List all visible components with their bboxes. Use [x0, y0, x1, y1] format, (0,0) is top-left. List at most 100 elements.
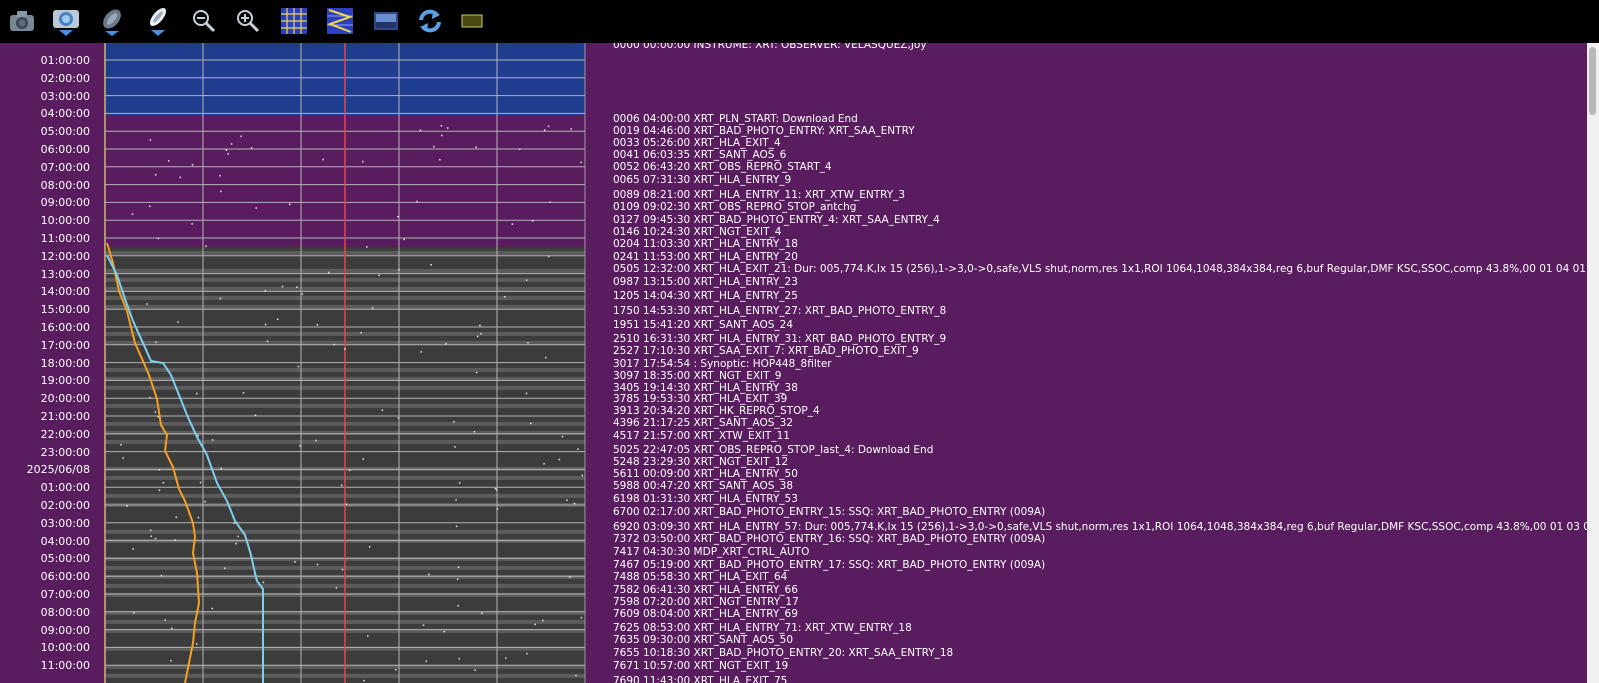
- satellite-button[interactable]: [96, 5, 128, 37]
- event-row: 7625 08:53:00 XRT_HLA_ENTRY_71: XRT_XTW_…: [613, 622, 912, 634]
- time-tick: 16:00:00: [40, 321, 90, 334]
- data-dot: [455, 525, 458, 528]
- event-row: 5611 00:09:00 XRT_HLA_ENTRY_50: [613, 468, 798, 480]
- zigzag-grid-button[interactable]: [324, 5, 356, 37]
- data-dot: [149, 397, 151, 399]
- event-row: 3405 19:14:30 XRT_HLA_ENTRY_38: [613, 382, 798, 394]
- capsule-download-button[interactable]: [142, 5, 174, 37]
- grid-button[interactable]: [278, 5, 310, 37]
- timeline-canvas[interactable]: [101, 43, 597, 683]
- data-dot: [348, 469, 351, 472]
- time-tick: 14:00:00: [40, 285, 90, 299]
- event-row: 1951 15:41:20 XRT_SANT_AOS_24: [613, 319, 794, 331]
- time-tick: 07:00:00: [40, 160, 90, 174]
- data-dot: [367, 635, 369, 637]
- data-dot: [225, 149, 228, 151]
- satellite-icon: [98, 6, 126, 36]
- content-area: 01:00:00 02:00:00 03:00:00 04:00:00 05:00:00…: [0, 43, 1599, 683]
- data-dot: [177, 321, 179, 323]
- event-row: 0987 13:15:00 XRT_HLA_ENTRY_23: [613, 276, 798, 288]
- data-dot: [315, 439, 317, 442]
- data-dot: [264, 323, 267, 326]
- event-row: 0127 09:45:30 XRT_BAD_PHOTO_ENTRY_4: XRT…: [613, 214, 940, 226]
- data-dot: [475, 371, 478, 374]
- data-dot: [296, 286, 298, 288]
- time-tick: 23:00:00: [40, 445, 90, 459]
- event-row: 7690 11:43:00 XRT_HLA_EXIT_75: [613, 675, 788, 683]
- data-dot: [569, 576, 571, 578]
- data-dot: [561, 435, 564, 438]
- data-dot: [446, 127, 449, 129]
- data-dot: [240, 135, 243, 138]
- camera-button[interactable]: [6, 5, 38, 37]
- time-tick: 02:00:00: [40, 71, 90, 85]
- data-dot: [158, 489, 161, 491]
- scrollbar-thumb[interactable]: [1589, 47, 1596, 115]
- data-dot: [566, 499, 568, 501]
- data-dot: [219, 175, 221, 177]
- image-button[interactable]: [370, 5, 402, 37]
- time-tick: 01:00:00: [40, 481, 90, 495]
- data-dot: [397, 417, 400, 419]
- timeline-panel[interactable]: [101, 43, 597, 683]
- time-tick: 06:00:00: [40, 570, 90, 584]
- data-dot: [580, 161, 582, 164]
- vertical-scrollbar[interactable]: [1587, 43, 1599, 683]
- zoom-in-button[interactable]: [232, 5, 264, 37]
- data-dot: [420, 351, 422, 353]
- time-tick: 07:00:00: [40, 588, 90, 601]
- event-row: 7609 08:04:00 XRT_HLA_ENTRY_69: [613, 608, 798, 620]
- event-row: 3785 19:53:30 XRT_HLA_EXIT_39: [613, 393, 788, 405]
- time-tick: 05:00:00: [40, 125, 90, 139]
- event-row: 4396 21:17:25 XRT_SANT_AOS_32: [613, 417, 794, 429]
- data-dot: [146, 303, 148, 305]
- data-dot: [149, 205, 151, 208]
- data-dot: [219, 297, 222, 300]
- time-tick: 17:00:00: [40, 338, 90, 352]
- event-row: 7598 07:20:00 XRT_NGT_ENTRY_17: [613, 596, 799, 608]
- capture-download-button[interactable]: [50, 5, 82, 37]
- orange-track-line: [106, 242, 201, 683]
- data-dot: [235, 542, 237, 545]
- data-dot: [531, 220, 534, 222]
- data-dot: [543, 129, 546, 131]
- refresh-button[interactable]: [414, 5, 446, 37]
- data-dot: [475, 146, 477, 149]
- event-row: 1205 14:04:30 XRT_HLA_ENTRY_25: [613, 290, 798, 302]
- event-row: 7655 10:18:30 XRT_BAD_PHOTO_ENTRY_20: XR…: [613, 647, 954, 659]
- data-dot: [162, 482, 165, 484]
- time-tick: 03:00:00: [40, 89, 90, 103]
- data-dot: [363, 679, 365, 682]
- data-dot: [534, 623, 536, 626]
- data-dot: [362, 458, 365, 460]
- event-row: 4517 21:57:00 XRT_XTW_EXIT_11: [613, 430, 790, 442]
- data-dot: [397, 215, 399, 218]
- color-box-button[interactable]: [456, 5, 488, 37]
- camera-download-icon: [51, 5, 81, 37]
- data-dot: [294, 561, 296, 563]
- event-row: 0033 05:26:00 XRT_HLA_EXIT_4: [613, 137, 781, 149]
- data-dot: [573, 502, 576, 505]
- data-dot: [445, 342, 447, 345]
- zoom-out-button[interactable]: [188, 5, 220, 37]
- data-dot: [132, 548, 134, 550]
- time-tick: 05:00:00: [40, 552, 90, 566]
- data-dot: [479, 324, 481, 327]
- data-dot: [542, 619, 544, 622]
- event-row: 0089 08:21:00 XRT_HLA_ENTRY_11: XRT_XTW_…: [613, 189, 906, 201]
- data-dot: [131, 213, 134, 215]
- event-row: 0041 06:03:35 XRT_SANT_AOS_6: [613, 149, 787, 161]
- time-tick: 10:00:00: [40, 214, 90, 228]
- data-dot: [547, 125, 550, 128]
- data-dot: [230, 143, 233, 145]
- data-dot: [223, 567, 226, 570]
- data-dot: [220, 467, 222, 470]
- data-dot: [133, 612, 135, 614]
- time-tick: 21:00:00: [40, 410, 90, 423]
- data-dot: [150, 535, 152, 538]
- data-dot: [458, 482, 461, 484]
- cyan-track-line: [106, 254, 264, 683]
- data-dot: [174, 539, 176, 541]
- time-tick: 11:00:00: [40, 659, 90, 673]
- data-dot: [328, 271, 330, 274]
